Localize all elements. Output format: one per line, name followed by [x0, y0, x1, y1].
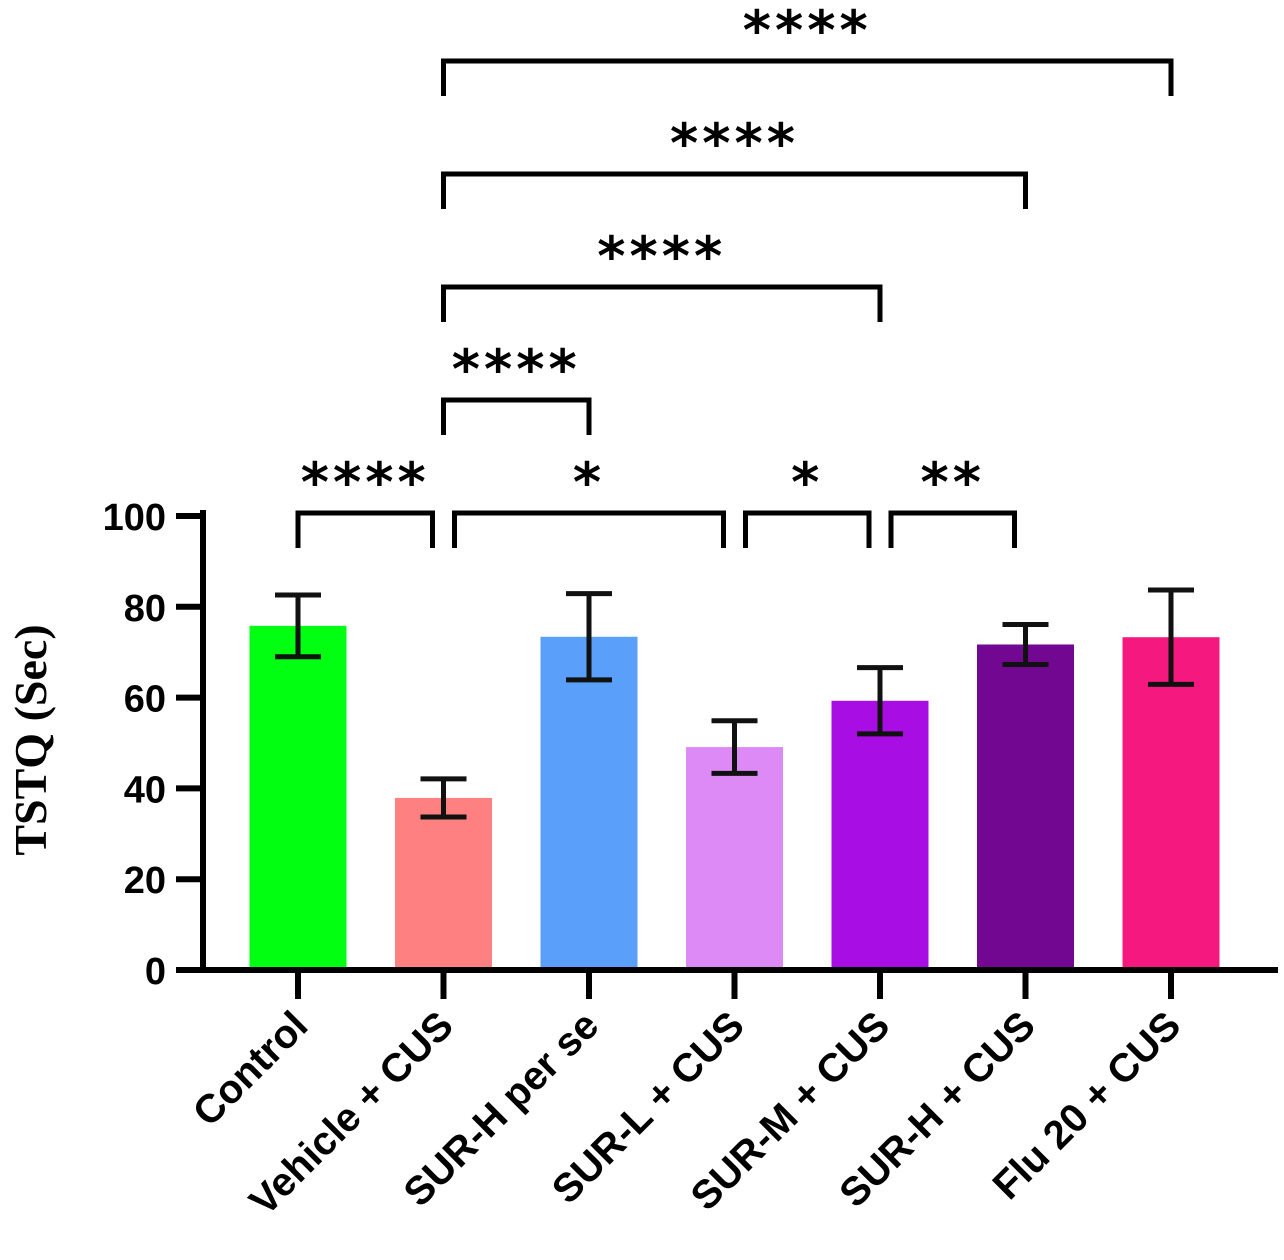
bracket-line [888, 510, 1017, 548]
bracket-line [295, 510, 435, 548]
error-bars-layer [275, 587, 1194, 820]
significance-bracket-6: **** [441, 112, 1028, 209]
bracket-line [441, 58, 1174, 96]
error-bar-4 [857, 665, 903, 737]
y-tick-label-100: 100 [103, 497, 166, 539]
y-tick-label-80: 80 [124, 588, 166, 630]
y-tick-label-20: 20 [124, 860, 166, 902]
error-bar-2 [566, 591, 612, 683]
significance-label: **** [452, 338, 581, 401]
bracket-line [452, 510, 726, 548]
y-ticks-layer: 0 20 40 60 80 100 [103, 497, 203, 993]
bars-layer [249, 625, 1220, 970]
bracket-line [441, 171, 1028, 209]
error-bar-5 [1002, 622, 1049, 667]
bar-6 [1122, 637, 1220, 970]
error-bar-1 [420, 776, 467, 820]
bar-0 [249, 625, 347, 970]
significance-label: **** [597, 225, 726, 288]
significance-bracket-2: * [743, 451, 872, 548]
significance-bracket-4: **** [441, 338, 592, 435]
significance-bracket-1: * [452, 451, 726, 548]
significance-bracket-0: **** [295, 451, 435, 548]
bar-2 [540, 636, 638, 970]
y-tick-label-60: 60 [124, 679, 166, 721]
significance-label: **** [670, 112, 799, 175]
error-bar-0 [275, 592, 321, 660]
y-tick-label-0: 0 [145, 951, 166, 993]
bar-5 [977, 644, 1074, 970]
bar-3 [686, 747, 783, 970]
y-axis-label: TSTQ (Sec) [5, 624, 56, 855]
error-bar-3 [711, 718, 758, 776]
bar-4 [831, 700, 929, 970]
significance-label: **** [743, 0, 872, 62]
significance-label: **** [301, 451, 430, 514]
significance-layer: **** * * ****************** [295, 0, 1174, 548]
x-tick-label-0: Control [185, 1003, 317, 1135]
error-bar-6 [1148, 587, 1194, 687]
bracket-line [441, 284, 883, 322]
axes-layer [200, 510, 1278, 973]
significance-bracket-7: **** [441, 0, 1174, 96]
bracket-line [441, 397, 592, 435]
bracket-line [743, 510, 872, 548]
significance-bracket-5: **** [441, 225, 883, 322]
significance-label: * [573, 451, 605, 514]
significance-label: ** [921, 451, 985, 514]
y-tick-label-40: 40 [124, 769, 166, 811]
significance-label: * [791, 451, 823, 514]
bar-1 [395, 797, 492, 970]
significance-bracket-3: ** [888, 451, 1017, 548]
